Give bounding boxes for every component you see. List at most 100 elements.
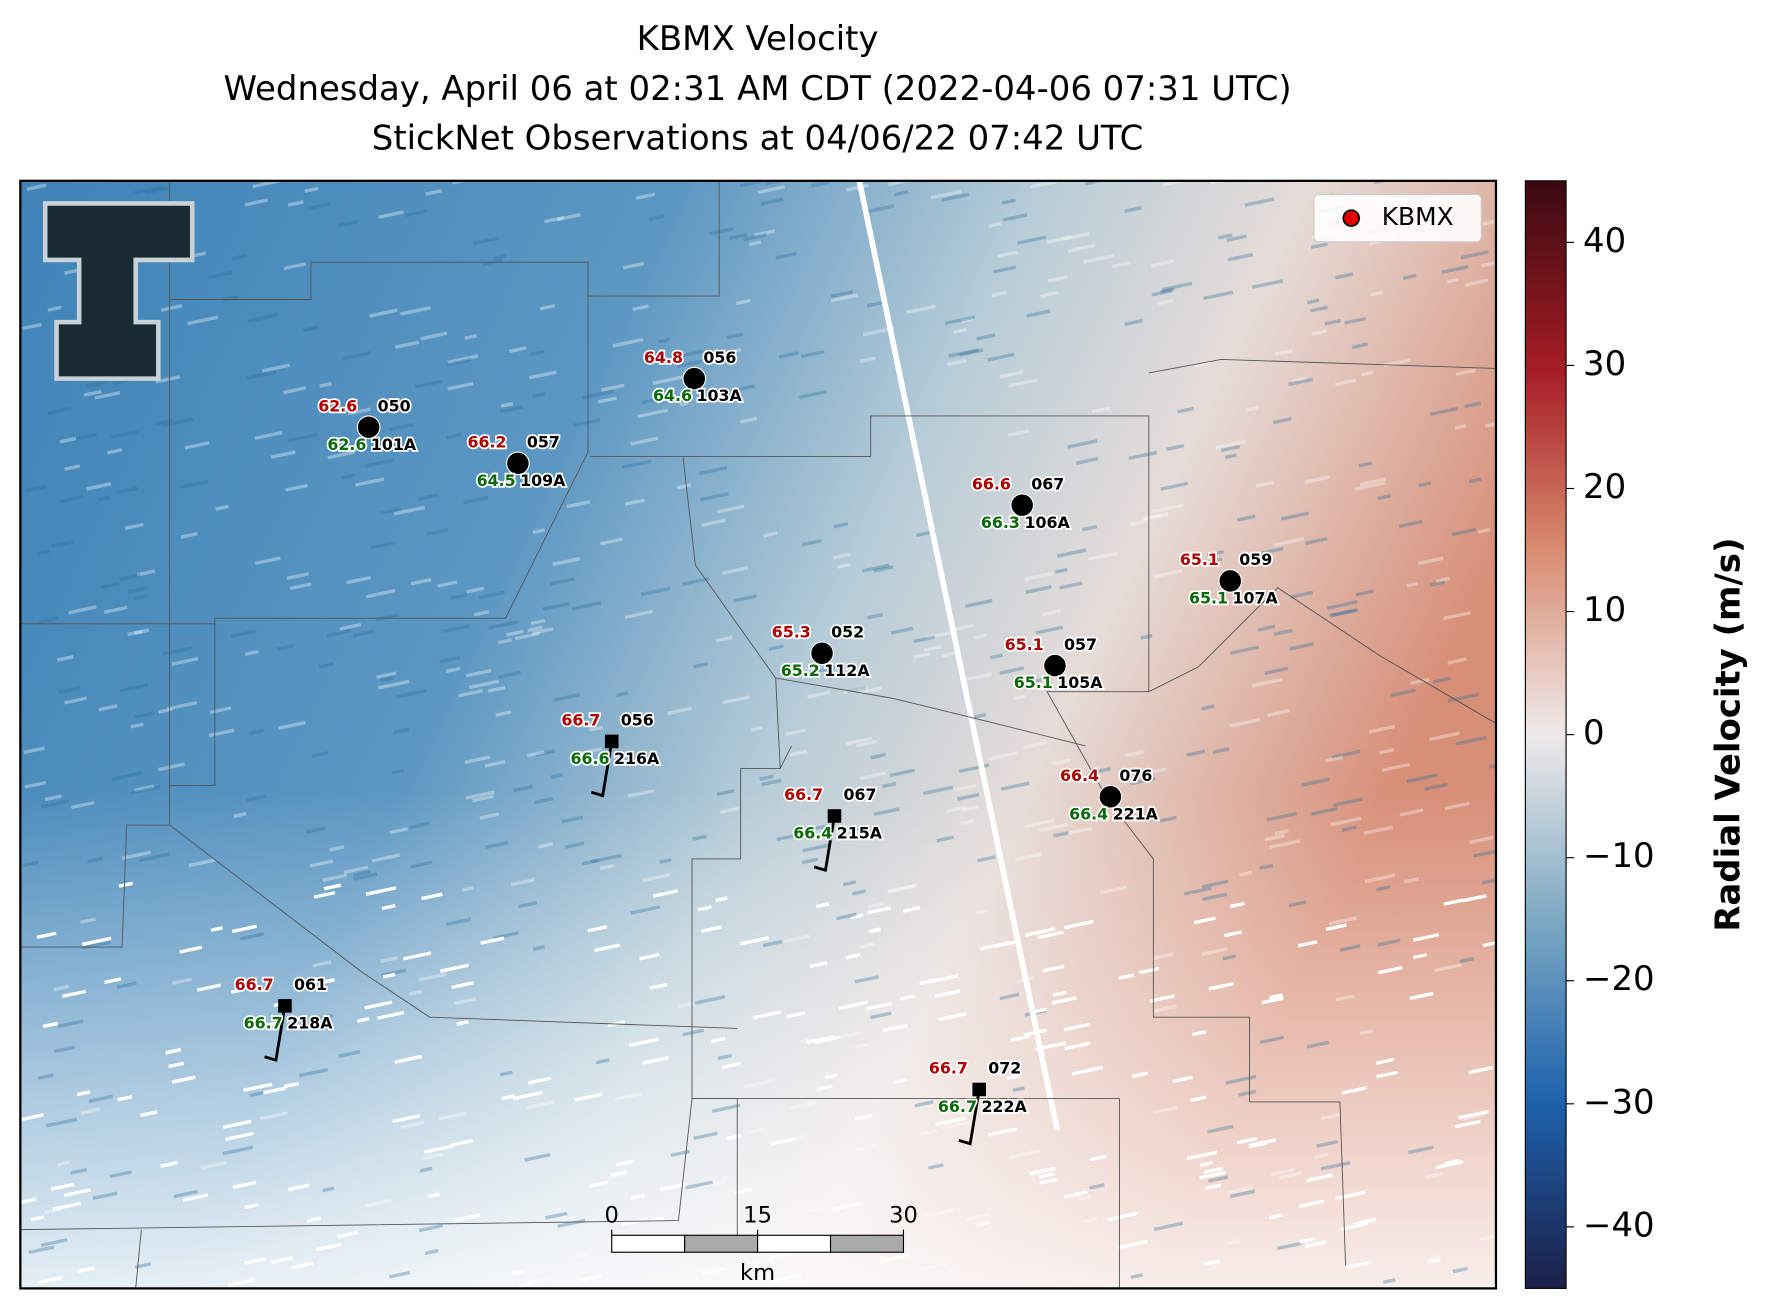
radar-gate (999, 370, 1024, 379)
radar-gate (1325, 755, 1344, 763)
radar-gate (1064, 919, 1094, 930)
radar-gate (556, 213, 581, 222)
radar-gate (80, 917, 96, 924)
radar-gate (1186, 749, 1206, 757)
radar-gate (499, 1070, 513, 1077)
station-id: 218A (287, 1013, 333, 1032)
radar-gate (528, 370, 557, 380)
radar-gate (1432, 676, 1452, 684)
radar-gate (1007, 429, 1029, 437)
colorbar-tick-label: −40 (1583, 1205, 1655, 1244)
radar-gate (637, 408, 669, 419)
radar-gate (1443, 611, 1471, 621)
colorbar (1524, 180, 1567, 1289)
radar-gate (571, 601, 602, 611)
radar-gate (1153, 1221, 1184, 1232)
temperature: 66.4 (1060, 766, 1099, 785)
radar-gate (254, 556, 281, 566)
radar-gate (965, 598, 993, 608)
radar-gate (162, 417, 194, 428)
radar-gate (530, 618, 546, 626)
station: 65.3 052 65.2 112A (770, 621, 872, 682)
radar-gate (40, 1238, 68, 1248)
radar-gate (995, 939, 1019, 948)
wind-direction: 057 (1064, 635, 1097, 654)
radar-gate (180, 531, 198, 539)
radar-gate (676, 359, 702, 369)
map (20, 180, 1496, 1289)
radar-gate (977, 855, 996, 863)
radar-gate (988, 221, 1002, 228)
radar-gate (80, 1107, 101, 1115)
radar-gate (720, 806, 740, 814)
radar-gate (1124, 206, 1142, 213)
radar-gate (179, 945, 203, 954)
radar-gate (1131, 1071, 1148, 1079)
radar-gate (119, 573, 141, 582)
radar-gate (422, 1152, 444, 1161)
radar-gate (1482, 941, 1496, 948)
radar-gate (1344, 316, 1366, 325)
radar-gate (23, 746, 45, 755)
radar-gate (785, 728, 807, 736)
radar-gate (298, 1067, 329, 1078)
radar-gate (961, 317, 974, 324)
radar-gate (1248, 1141, 1268, 1149)
radar-gate (1272, 417, 1292, 425)
radar-gate (763, 531, 778, 538)
radar-gate (807, 690, 831, 699)
radar-gate (248, 728, 264, 736)
radar-gate (557, 1218, 586, 1228)
radar-gate (838, 1000, 869, 1011)
radar-gate (311, 750, 329, 758)
radar-gate (914, 1100, 934, 1108)
radar-gate (537, 842, 554, 849)
radar-gate (1273, 537, 1305, 547)
radar-gate (1428, 731, 1460, 742)
radar-gate (532, 945, 545, 951)
radar-gate (694, 995, 726, 1005)
radar-gate (1230, 645, 1260, 655)
radar-gate (499, 405, 524, 414)
radar-gate (487, 685, 506, 693)
radar-gate (439, 963, 469, 973)
radar-gate (545, 1211, 568, 1220)
radar-gate (1002, 213, 1028, 222)
radar-gate (453, 997, 477, 1006)
radar-gate (1088, 551, 1118, 561)
radar-gate (104, 977, 122, 985)
radar-gate (1153, 569, 1183, 579)
scale-segment (684, 1234, 759, 1253)
radar-gate (287, 200, 304, 207)
radar-gate (70, 800, 95, 810)
radar-gate (721, 566, 749, 575)
radar-gate (1324, 318, 1341, 326)
radar-gate (304, 186, 319, 193)
radar-gate (1377, 965, 1403, 975)
radar-gate (648, 214, 665, 221)
radar-gate (1381, 762, 1411, 772)
radar-gate (1264, 666, 1289, 676)
radar-gate (1022, 740, 1048, 750)
radar-gate (843, 686, 868, 695)
station-id: 106A (1024, 513, 1070, 532)
radar-gate (1024, 927, 1056, 937)
dewpoint: 66.3 (981, 513, 1020, 532)
radar-gate (364, 1198, 392, 1208)
radar-gate (1107, 1211, 1139, 1222)
radar-gate (845, 736, 873, 746)
radar-gate (893, 1077, 908, 1084)
radar-gate (808, 665, 838, 675)
radar-gate (594, 943, 620, 953)
radar-gate (1053, 831, 1069, 838)
radar-gate (708, 227, 734, 236)
radar-gate (854, 975, 879, 984)
radar-gate (1257, 624, 1276, 632)
radar-gate (404, 209, 428, 218)
radar-gate (160, 304, 183, 312)
radar-gate (64, 464, 81, 471)
station-id: 215A (837, 824, 883, 843)
radar-gate (59, 436, 77, 444)
